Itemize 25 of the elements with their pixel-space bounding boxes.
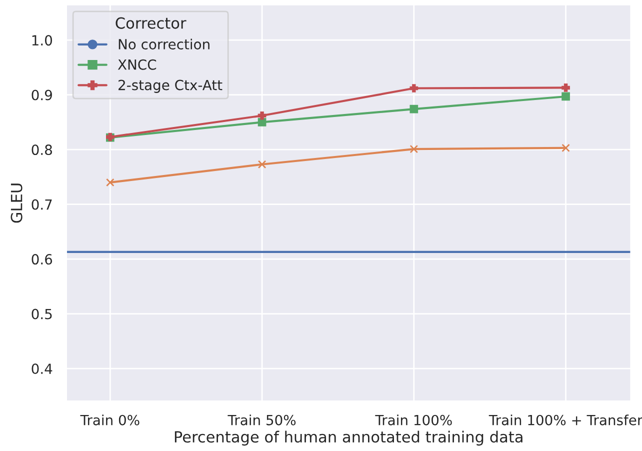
x-tick-label: Train 100% bbox=[375, 414, 452, 426]
y-axis-title: GLEU bbox=[10, 184, 22, 223]
legend-label: XNCC bbox=[118, 59, 156, 70]
y-tick-label: 1.0 bbox=[32, 35, 52, 46]
y-tick-label: 0.9 bbox=[32, 90, 52, 100]
point bbox=[562, 144, 570, 152]
legend-label: 2-stage Ctx-Att bbox=[118, 80, 222, 93]
x-tick-label: Train 0% bbox=[80, 414, 140, 426]
point bbox=[410, 104, 418, 114]
legend-label: No correction bbox=[118, 38, 210, 50]
point bbox=[562, 92, 570, 101]
point bbox=[258, 160, 266, 169]
point bbox=[562, 84, 570, 92]
y-tick-label: 0.6 bbox=[32, 254, 52, 265]
point bbox=[258, 111, 266, 120]
x-axis-title: Percentage of human annotated training data bbox=[174, 430, 522, 446]
point bbox=[410, 84, 418, 92]
point bbox=[106, 178, 114, 187]
y-tick-label: 0.4 bbox=[32, 364, 52, 374]
legend-title: Corrector bbox=[116, 17, 186, 29]
x-tick-label: Train 50% bbox=[228, 414, 296, 426]
y-tick-label: 0.7 bbox=[32, 199, 52, 210]
point bbox=[410, 144, 418, 154]
y-tick-label: 0.5 bbox=[32, 308, 52, 320]
y-tick-label: 0.8 bbox=[32, 144, 52, 156]
